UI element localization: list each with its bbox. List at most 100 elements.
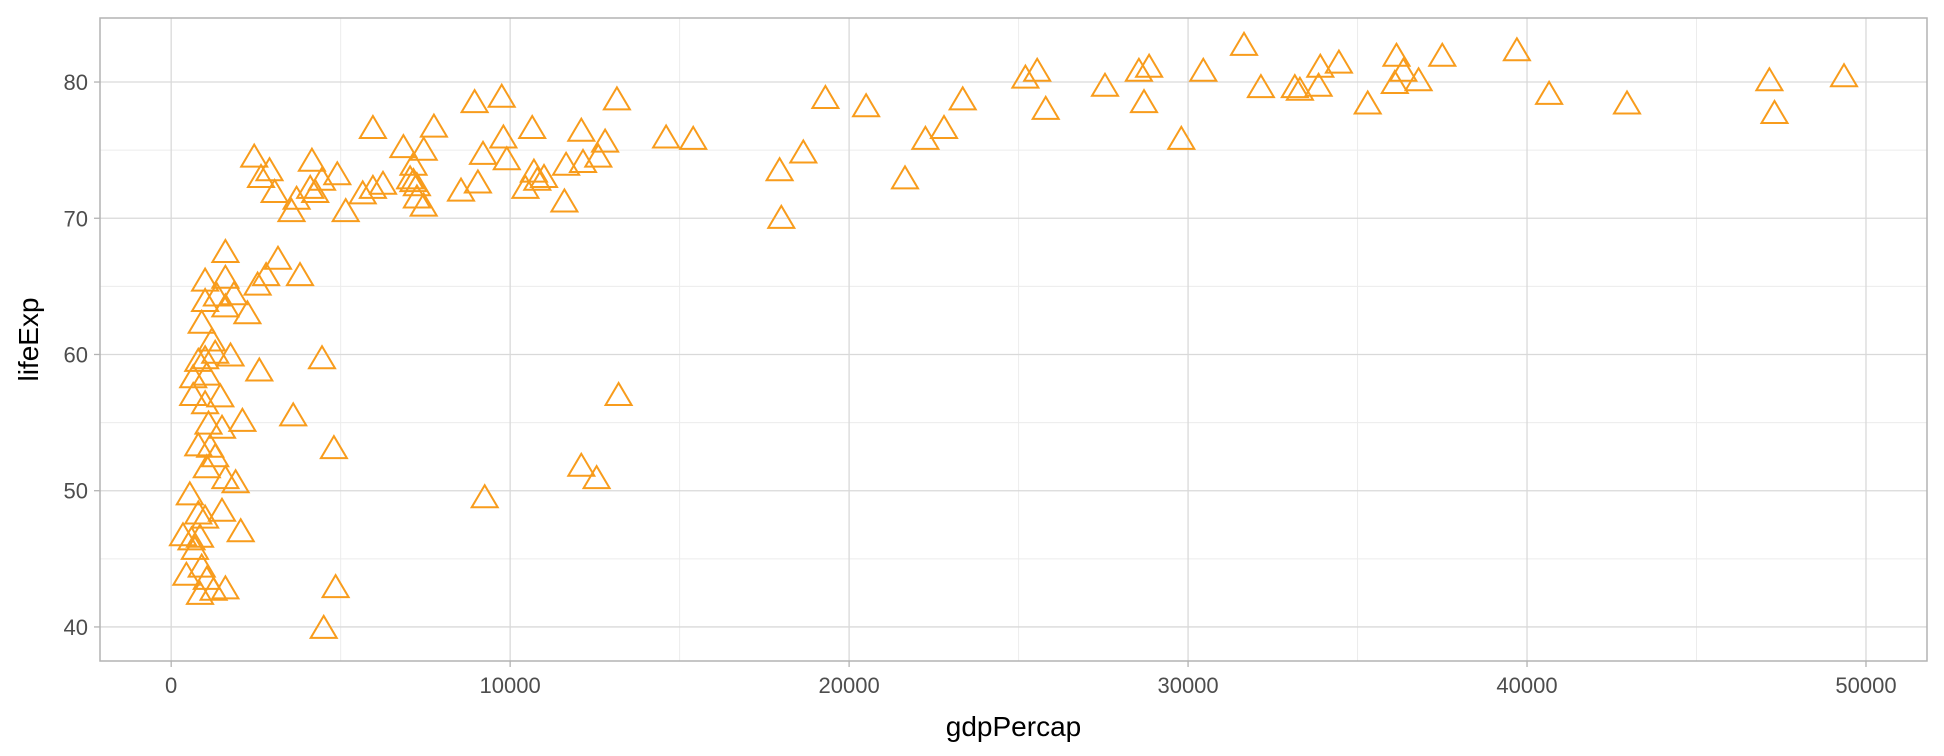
x-tick-label: 10000	[480, 673, 541, 698]
x-tick-label: 30000	[1157, 673, 1218, 698]
data-point	[210, 263, 241, 289]
data-point	[347, 179, 378, 205]
x-axis-title: gdpPercap	[946, 711, 1081, 742]
data-point	[358, 173, 388, 199]
data-point	[402, 171, 432, 197]
data-point	[242, 270, 273, 296]
data-point	[1352, 89, 1383, 115]
data-point	[259, 178, 290, 203]
data-point	[583, 142, 614, 168]
data-point	[368, 169, 398, 195]
data-point	[1427, 41, 1458, 67]
data-point	[1022, 56, 1052, 82]
data-point	[300, 178, 330, 203]
data-point	[207, 496, 237, 522]
data-point	[192, 453, 222, 479]
data-point	[308, 613, 339, 639]
data-point	[890, 164, 920, 190]
data-point	[492, 145, 522, 171]
data-point	[486, 82, 517, 108]
data-point	[176, 525, 207, 551]
major-gridlines	[100, 18, 1927, 661]
data-point	[244, 356, 275, 382]
data-point	[193, 409, 224, 435]
data-point	[200, 442, 230, 468]
x-tick-label: 20000	[819, 673, 880, 698]
data-point	[469, 483, 500, 509]
data-point	[566, 451, 597, 477]
data-point	[227, 406, 258, 432]
panel-border	[99, 17, 1928, 662]
data-point	[285, 261, 315, 287]
data-point	[1502, 36, 1532, 62]
data-point	[581, 464, 612, 490]
data-point	[1324, 48, 1354, 74]
y-tick-label: 80	[64, 70, 88, 95]
data-point	[186, 308, 217, 334]
data-point	[1380, 69, 1410, 94]
data-points	[168, 30, 1859, 639]
data-point	[1129, 88, 1159, 114]
data-point	[549, 187, 580, 213]
data-point	[1381, 41, 1412, 67]
data-point	[295, 173, 325, 199]
y-tick-label: 70	[64, 206, 88, 231]
data-point	[190, 344, 220, 370]
data-point	[219, 280, 249, 306]
x-tick-label: 40000	[1496, 673, 1557, 698]
data-point	[1030, 94, 1061, 120]
data-point	[180, 534, 210, 560]
data-point	[408, 191, 439, 217]
data-point	[1229, 30, 1259, 56]
data-point	[190, 503, 220, 529]
data-point	[851, 92, 881, 118]
data-point	[388, 133, 419, 159]
data-point	[766, 203, 797, 229]
data-point	[603, 381, 634, 406]
data-point	[1759, 99, 1790, 124]
data-point	[468, 139, 498, 165]
data-point	[1280, 73, 1310, 99]
data-point	[810, 84, 841, 109]
data-point	[947, 85, 978, 111]
data-point	[210, 238, 241, 263]
data-point	[276, 197, 307, 223]
y-axis-title: lifeExp	[13, 297, 44, 381]
data-point	[517, 114, 547, 139]
x-axis-ticks: 0 10000 20000 30000 40000 50000	[165, 661, 1897, 698]
data-point	[1090, 71, 1120, 97]
data-point	[1285, 75, 1315, 101]
y-tick-label: 60	[64, 342, 88, 367]
data-point	[278, 401, 308, 427]
data-point	[202, 281, 232, 307]
data-point	[246, 163, 276, 188]
data-point	[185, 579, 215, 605]
data-point	[764, 156, 795, 182]
data-point	[168, 521, 198, 547]
data-point	[297, 146, 327, 172]
data-point	[190, 389, 220, 415]
data-point	[192, 360, 222, 386]
data-point	[358, 114, 388, 139]
data-point	[395, 164, 425, 190]
data-point	[1534, 79, 1564, 105]
y-axis-ticks: 40 50 60 70 80	[64, 70, 100, 640]
data-point	[488, 123, 519, 149]
data-point	[1303, 71, 1334, 97]
data-point	[1403, 66, 1434, 92]
data-point	[239, 142, 269, 168]
data-point	[322, 160, 353, 186]
data-point	[210, 292, 241, 318]
data-point	[1829, 62, 1859, 88]
data-point	[1305, 52, 1336, 78]
y-tick-label: 50	[64, 479, 88, 504]
y-tick-label: 40	[64, 615, 88, 640]
data-point	[1754, 66, 1785, 92]
data-point	[251, 261, 281, 287]
data-point	[1166, 124, 1197, 150]
data-point	[1388, 56, 1419, 82]
data-point	[419, 112, 449, 138]
data-point	[197, 326, 227, 352]
data-point	[307, 344, 337, 370]
